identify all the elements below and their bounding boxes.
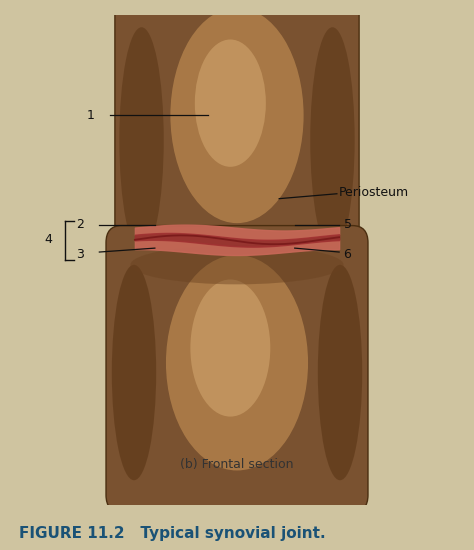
Text: 5: 5 <box>344 218 352 231</box>
Text: 4: 4 <box>45 233 52 246</box>
Text: FIGURE 11.2   Typical synovial joint.: FIGURE 11.2 Typical synovial joint. <box>19 526 326 541</box>
Ellipse shape <box>170 8 304 223</box>
FancyBboxPatch shape <box>115 0 359 260</box>
Ellipse shape <box>112 265 156 480</box>
Text: (b) Frontal section: (b) Frontal section <box>180 458 294 471</box>
Text: 6: 6 <box>344 249 351 261</box>
Text: 1: 1 <box>87 109 95 122</box>
Ellipse shape <box>195 40 266 167</box>
Ellipse shape <box>166 255 308 470</box>
Ellipse shape <box>130 245 344 284</box>
Ellipse shape <box>318 265 362 480</box>
Ellipse shape <box>310 28 355 252</box>
Text: 3: 3 <box>76 249 84 261</box>
Ellipse shape <box>191 279 270 416</box>
FancyBboxPatch shape <box>106 226 368 512</box>
Ellipse shape <box>119 28 164 252</box>
Text: Periosteum: Periosteum <box>339 186 409 199</box>
Text: 2: 2 <box>76 218 84 231</box>
